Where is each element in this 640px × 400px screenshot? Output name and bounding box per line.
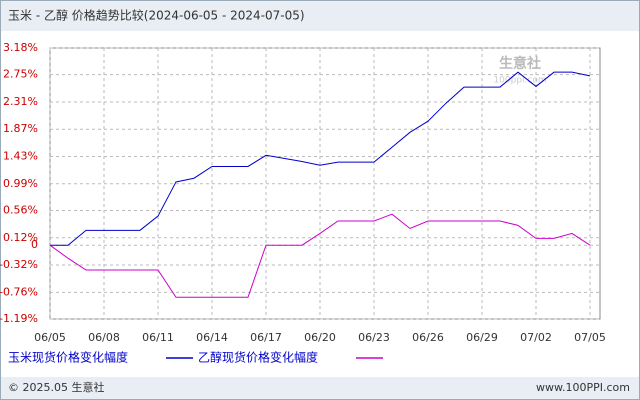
x-tick-label: 06/29: [466, 331, 498, 344]
series-line: [49, 213, 591, 298]
y-tick-label: 2.75%: [3, 68, 38, 81]
x-tick-label: 07/02: [520, 331, 552, 344]
x-tick-label: 06/11: [142, 331, 174, 344]
y-tick-label: 1.87%: [3, 122, 38, 135]
x-tick-label: 07/05: [574, 331, 606, 344]
y-tick-label: -0.32%: [0, 258, 38, 271]
footer-right: www.100PPI.com: [536, 381, 630, 394]
watermark: 100ppi.com: [493, 76, 546, 86]
x-tick-label: 06/20: [304, 331, 336, 344]
y-tick-label: 0.99%: [3, 177, 38, 190]
x-tick-label: 06/05: [34, 331, 66, 344]
x-tick-label: 06/14: [196, 331, 228, 344]
x-tick-label: 06/26: [412, 331, 444, 344]
series-line: [50, 71, 591, 246]
x-tick-label: 06/23: [358, 331, 390, 344]
y-tick-label: 2.31%: [3, 95, 38, 108]
y-tick-label: 0: [31, 238, 38, 251]
x-tick-label: 06/08: [88, 331, 120, 344]
legend-label: 乙醇现货价格变化幅度: [198, 350, 318, 365]
header-bar: [1, 1, 639, 31]
footer-left: © 2025.05 生意社: [8, 380, 104, 394]
legend-label: 玉米现货价格变化幅度: [8, 350, 128, 365]
y-tick-label: -1.19%: [0, 312, 38, 325]
chart-title: 玉米 - 乙醇 价格趋势比较(2024-06-05 - 2024-07-05): [8, 8, 305, 23]
footer-bar: [1, 377, 639, 399]
y-tick-label: -0.76%: [0, 285, 38, 298]
y-tick-label: 0.12%: [3, 231, 38, 244]
y-tick-label: 1.43%: [3, 150, 38, 163]
x-tick-label: 06/17: [250, 331, 282, 344]
y-tick-label: 3.18%: [3, 41, 38, 54]
watermark: 生意社: [499, 55, 541, 72]
y-tick-label: 0.56%: [3, 203, 38, 216]
